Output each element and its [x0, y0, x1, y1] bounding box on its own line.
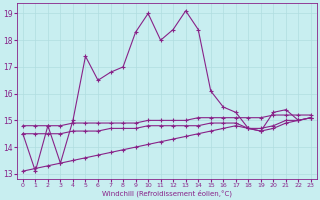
X-axis label: Windchill (Refroidissement éolien,°C): Windchill (Refroidissement éolien,°C)	[102, 190, 232, 197]
